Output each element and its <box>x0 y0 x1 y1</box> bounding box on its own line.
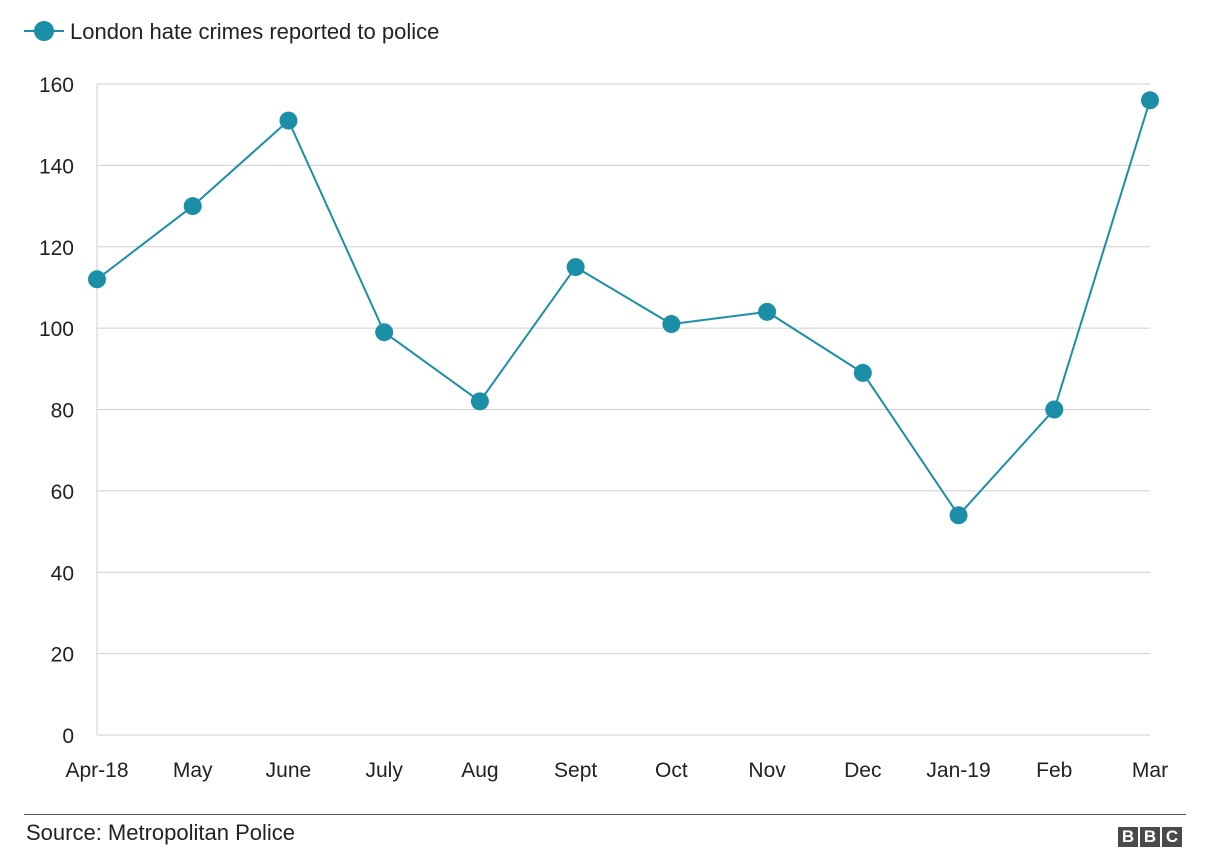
x-tick-label: May <box>173 759 213 782</box>
x-tick-label: July <box>366 759 404 782</box>
y-axis-ticks: 0 20 40 60 80 100 120 140 160 <box>39 74 74 748</box>
x-tick-label: Feb <box>1036 759 1072 782</box>
y-tick-label: 0 <box>62 725 74 748</box>
data-point <box>183 197 202 216</box>
data-point <box>470 392 489 411</box>
data-point <box>279 111 298 130</box>
legend-label: London hate crimes reported to police <box>70 19 439 44</box>
x-axis-ticks: Apr-18 May June July Aug Sept Oct Nov Dec Jan-19 F… <box>65 759 1168 782</box>
data-point <box>949 506 968 525</box>
series-line <box>96 99 1151 517</box>
y-tick-label: 120 <box>39 237 74 260</box>
y-tick-label: 60 <box>51 481 74 504</box>
data-point <box>1141 91 1159 110</box>
logo-letter: B <box>1118 827 1138 847</box>
line-chart: London hate crimes reported to police 0 2… <box>24 19 1168 782</box>
footer-divider <box>24 814 1186 815</box>
logo-letter: C <box>1162 827 1182 847</box>
x-tick-label: Nov <box>748 759 786 782</box>
series-london-hate-crimes <box>88 91 1159 525</box>
y-tick-label: 80 <box>51 400 74 423</box>
x-tick-label: Aug <box>461 759 498 782</box>
x-tick-label: Jan-19 <box>926 759 990 782</box>
x-tick-label: Mar <box>1132 759 1168 782</box>
x-tick-label: Dec <box>844 759 881 782</box>
y-tick-label: 140 <box>39 155 74 178</box>
data-point <box>853 363 872 382</box>
data-point <box>566 258 585 277</box>
legend: London hate crimes reported to police <box>24 19 439 44</box>
y-tick-label: 20 <box>51 644 74 667</box>
x-tick-label: June <box>266 759 312 782</box>
bbc-logo: B B C <box>1118 827 1182 847</box>
source-note: Source: Metropolitan Police <box>26 820 296 845</box>
data-point <box>1045 400 1064 419</box>
x-tick-label: Oct <box>655 759 688 782</box>
data-point <box>758 302 777 321</box>
x-tick-label: Apr-18 <box>65 759 128 782</box>
x-tick-label: Sept <box>554 759 597 782</box>
y-tick-label: 40 <box>51 562 74 585</box>
y-tick-label: 100 <box>39 318 74 341</box>
gridlines <box>96 83 1150 736</box>
y-tick-label: 160 <box>39 74 74 97</box>
data-point <box>375 323 394 342</box>
data-point <box>662 315 681 334</box>
logo-letter: B <box>1140 827 1160 847</box>
data-point <box>88 270 106 289</box>
legend-marker-swatch <box>34 21 54 41</box>
